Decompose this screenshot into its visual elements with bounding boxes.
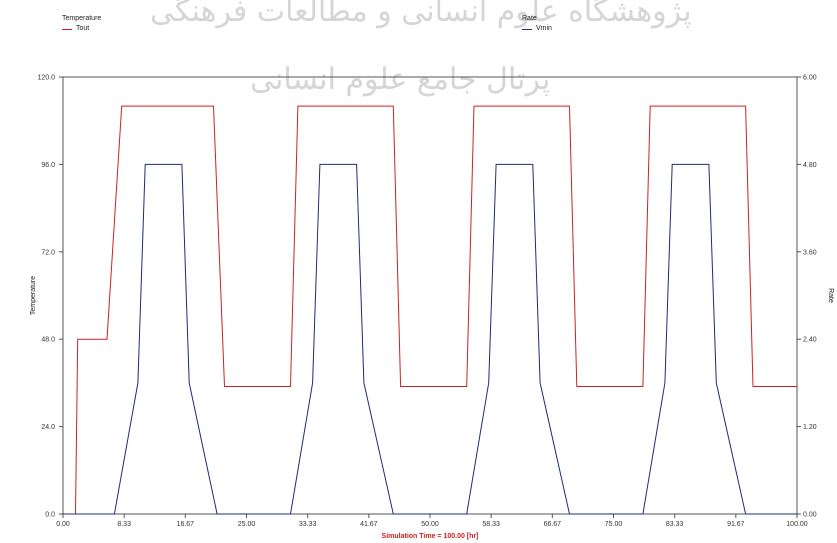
x-tick-label: 33.33: [299, 521, 317, 528]
y-axis-left-ticks: 0.0 24.0 48.0 72.0 96.0 120.0: [37, 75, 63, 519]
plot-area-frame: [62, 76, 798, 515]
y2-tick-label: 4.80: [803, 162, 817, 169]
y2-tick-label: 3.60: [803, 249, 817, 256]
y2-tick-label: 1.20: [803, 424, 817, 431]
legend-swatch-tout: [62, 28, 72, 30]
legend-entry-vmin: Vmin: [522, 24, 552, 34]
x-axis-ticks: 0.00 8.33 16.67 25.00 33.33 41.67 50.00 58.33 66…: [56, 514, 808, 528]
y-axis-right-ticks: 0.00 1.20 2.40 3.60 4.80 6.00: [797, 75, 817, 519]
y-tick-label: 24.0: [41, 424, 55, 431]
legend-rate: Rate Vmin: [522, 14, 552, 34]
y-axis-right-label: Rate: [827, 288, 834, 303]
x-tick-label: 0.00: [56, 521, 70, 528]
x-tick-label: 16.67: [177, 521, 195, 528]
y2-tick-label: 2.40: [803, 337, 817, 344]
x-tick-label: 66.67: [544, 521, 562, 528]
legend-label-tout: Tout: [76, 25, 90, 32]
series-layer: [63, 105, 797, 515]
y-tick-label: 120.0: [37, 75, 55, 82]
x-tick-label: 58.33: [482, 521, 500, 528]
legend-label-vmin: Vmin: [536, 25, 552, 32]
legend-title-rate: Rate: [522, 15, 537, 22]
x-tick-label: 8.33: [117, 521, 131, 528]
legend-title-temperature: Temperature: [62, 15, 102, 22]
legend-swatch-vmin: [522, 28, 532, 30]
series-line-tout: [63, 105, 797, 515]
x-tick-label: 50.00: [421, 521, 439, 528]
y2-tick-label: 0.00: [803, 512, 817, 519]
x-tick-label: 100.00: [786, 521, 808, 528]
legend-temperature: Temperature Tout: [62, 14, 101, 34]
y-tick-label: 48.0: [41, 337, 55, 344]
y-axis-left-label: Temperature: [30, 276, 37, 315]
y-tick-label: 72.0: [41, 249, 55, 256]
y-tick-label: 0.0: [45, 512, 55, 519]
series-line-vmin: [63, 163, 797, 515]
legend-entry-tout: Tout: [62, 24, 101, 34]
x-tick-label: 75.00: [605, 521, 623, 528]
x-axis-label: Simulation Time = 100.00 [hr]: [382, 533, 479, 540]
y2-tick-label: 6.00: [803, 75, 817, 82]
x-tick-label: 41.67: [360, 521, 378, 528]
x-tick-label: 83.33: [666, 521, 684, 528]
x-tick-label: 25.00: [238, 521, 256, 528]
x-tick-label: 91.67: [727, 521, 745, 528]
y-tick-label: 96.0: [41, 162, 55, 169]
